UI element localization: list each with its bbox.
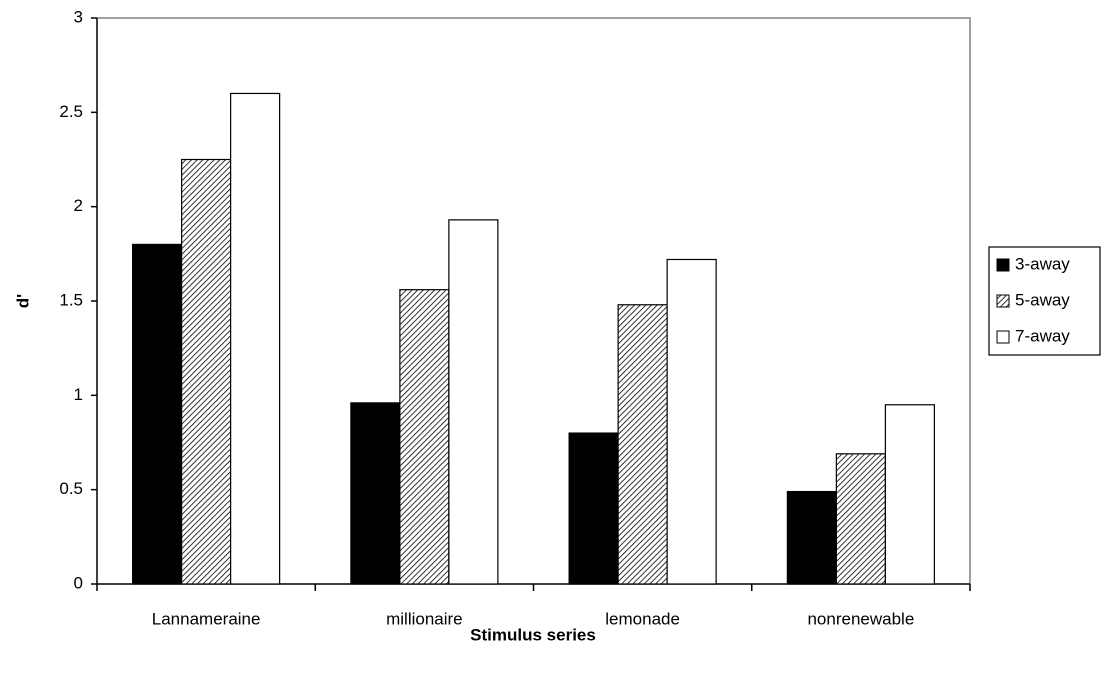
y-tick-label: 1 bbox=[74, 385, 83, 404]
bar bbox=[181, 158, 232, 585]
bar bbox=[835, 453, 886, 585]
x-tick-label: Lannameraine bbox=[152, 609, 261, 628]
x-axis-title: Stimulus series bbox=[470, 625, 596, 644]
bar bbox=[132, 243, 183, 585]
bar bbox=[399, 289, 450, 585]
bar bbox=[230, 92, 281, 585]
legend-swatch bbox=[996, 330, 1010, 344]
bar bbox=[666, 258, 717, 585]
legend-swatch bbox=[996, 294, 1010, 308]
legend-label: 3-away bbox=[1015, 254, 1070, 273]
bar bbox=[786, 490, 837, 585]
bar bbox=[448, 219, 499, 585]
y-tick-label: 2 bbox=[74, 196, 83, 215]
y-tick-label: 2.5 bbox=[59, 102, 83, 121]
x-tick-label: millionaire bbox=[386, 609, 463, 628]
legend-swatch bbox=[996, 258, 1010, 272]
x-tick-label: lemonade bbox=[605, 609, 680, 628]
legend-label: 7-away bbox=[1015, 326, 1070, 345]
bar bbox=[617, 304, 668, 585]
plot-frame bbox=[97, 17, 971, 584]
y-tick-label: 1.5 bbox=[59, 290, 83, 309]
y-tick-label: 0.5 bbox=[59, 479, 83, 498]
bar bbox=[350, 402, 401, 585]
bar bbox=[568, 432, 619, 585]
x-tick-label: nonrenewable bbox=[807, 609, 914, 628]
y-tick-label: 0 bbox=[74, 573, 83, 592]
legend-label: 5-away bbox=[1015, 290, 1070, 309]
y-tick-label: 3 bbox=[74, 7, 83, 26]
bar bbox=[884, 404, 935, 585]
y-axis-title: d' bbox=[13, 294, 32, 308]
